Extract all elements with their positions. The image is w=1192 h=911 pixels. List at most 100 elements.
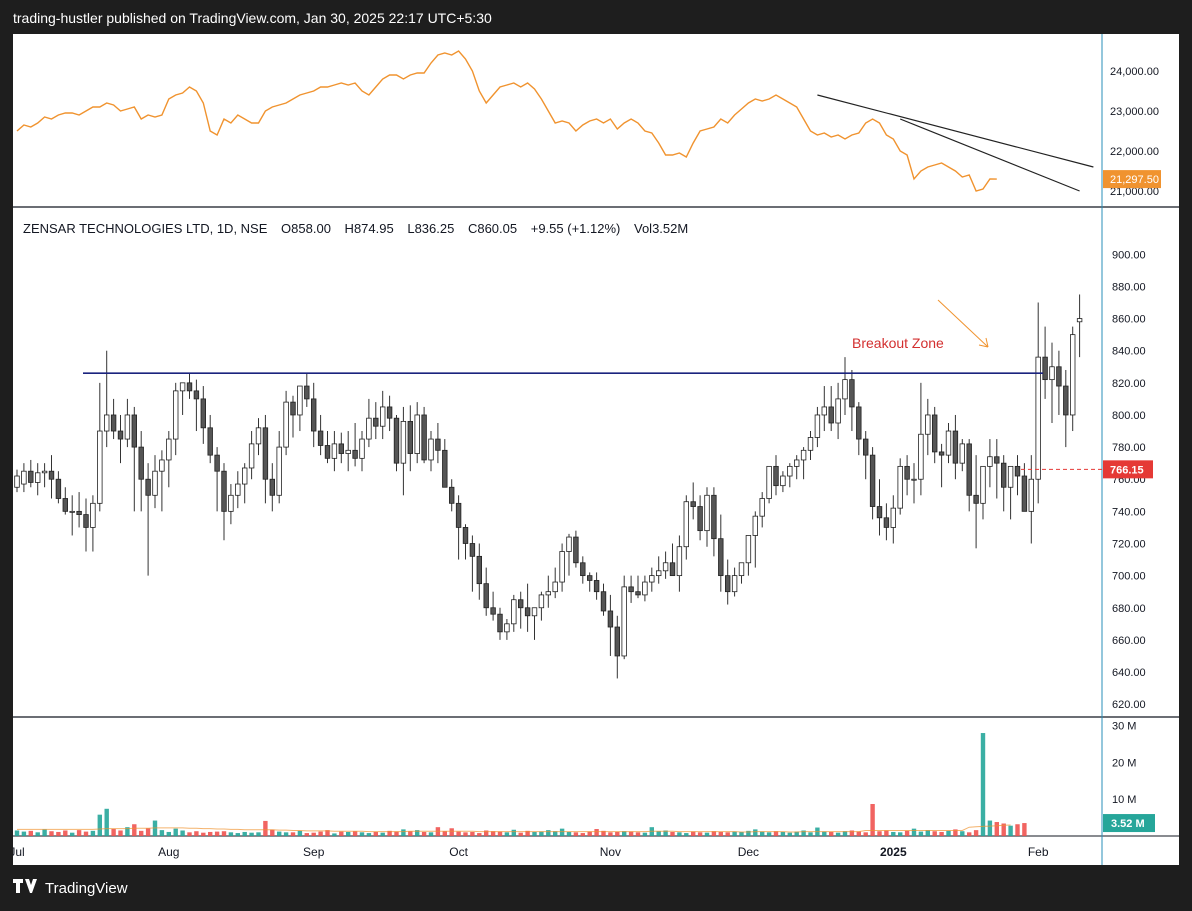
footer[interactable]: TradingView: [13, 879, 128, 898]
volume-bar: [166, 831, 171, 836]
candle-up: [545, 591, 551, 596]
volume-bar: [104, 808, 109, 836]
volume-bar: [1008, 825, 1013, 836]
time-axis[interactable]: Jul Aug Sep Oct Nov Dec 2025 Feb: [13, 845, 1049, 859]
candle-up: [842, 379, 848, 400]
volume-bar: [877, 831, 882, 836]
candle-down: [863, 438, 869, 456]
candle-down: [517, 599, 524, 609]
volume-bar: [870, 804, 875, 836]
candle-up: [759, 498, 765, 517]
volume-bar: [359, 832, 365, 836]
volume-ma-line: [17, 824, 1011, 833]
volume-bar: [801, 830, 806, 836]
volume-bar: [159, 830, 165, 836]
change-value: +9.55 (+1.12%): [531, 221, 621, 236]
candle-down: [828, 406, 834, 424]
candle-down: [386, 406, 393, 419]
candle-down: [83, 514, 89, 528]
volume-bar: [35, 832, 40, 836]
volume-bar: [677, 832, 682, 836]
support-price-badge: [1103, 460, 1153, 479]
index-trendline: [899, 118, 1080, 192]
volume-bar: [180, 830, 185, 836]
candle-down: [1001, 462, 1007, 488]
volume-bar: [415, 830, 420, 836]
volume-bar: [132, 824, 137, 836]
price-axis[interactable]: 24,000.00 23,000.00 22,000.00 21,000.0021,2…: [1103, 66, 1161, 833]
volume-bar: [697, 832, 703, 836]
candle-down: [462, 527, 469, 544]
candle-down: [421, 414, 427, 461]
index-trendline: [817, 94, 1094, 168]
volume-bar: [822, 831, 827, 836]
candle-up: [656, 570, 662, 577]
candle-up: [766, 465, 772, 499]
volume-bar: [904, 830, 910, 836]
time-axis-tick: Oct: [449, 845, 468, 859]
arrow-down-right-icon: [937, 299, 989, 348]
close-value: 860.05: [477, 221, 517, 236]
candle-up: [780, 475, 786, 487]
volume-bar: [470, 831, 475, 836]
candle-down: [904, 465, 910, 480]
chart-svg[interactable]: 24,000.00 23,000.00 22,000.00 21,000.0021,2…: [13, 34, 1179, 865]
volume-bar: [387, 830, 392, 836]
candle-up: [959, 443, 965, 464]
candle-down: [435, 438, 441, 451]
candle-down: [524, 607, 531, 617]
candle-up: [911, 478, 917, 481]
volume-bar: [628, 831, 634, 836]
arrow-head-icon: [978, 337, 989, 348]
price-axis-tick: 780.00: [1112, 442, 1146, 454]
candle-up: [731, 575, 738, 593]
volume-bar: [525, 830, 530, 836]
volume-bar: [739, 831, 744, 836]
volume-bar: [518, 832, 523, 836]
volume-bar: [573, 832, 579, 836]
volume-bar: [1022, 823, 1027, 836]
volume-bar: [56, 831, 61, 836]
index-axis-tick: 21,000.00: [1110, 186, 1159, 198]
volume-bar: [449, 828, 454, 836]
volume-bar: [704, 832, 710, 836]
panel-separators: [13, 34, 1179, 865]
breakout-zone-label: Breakout Zone: [852, 335, 944, 351]
volume-bar: [891, 831, 896, 836]
volume-bar: [214, 831, 220, 836]
support-price-value: 766.15: [1110, 464, 1144, 476]
candle-down: [883, 517, 890, 528]
volume-bar: [718, 831, 723, 836]
candle-up: [835, 398, 841, 424]
candle-up: [807, 437, 814, 451]
volume-bar: [656, 831, 661, 836]
volume-bar: [553, 831, 558, 836]
candle-up: [538, 594, 545, 609]
candle-down: [580, 562, 586, 577]
volume-bar: [973, 830, 979, 836]
candle-down: [476, 555, 482, 585]
candle-up: [945, 430, 952, 456]
price-panel: [14, 294, 1102, 679]
volume-bar: [766, 832, 772, 836]
price-axis-tick: 820.00: [1112, 378, 1146, 390]
candle-down: [1056, 366, 1062, 387]
price-axis-tick: 700.00: [1112, 571, 1146, 583]
volume-bar: [939, 831, 944, 836]
candle-down: [448, 486, 455, 504]
volume-bar: [270, 829, 275, 836]
volume-bar: [504, 832, 510, 836]
candle-up: [821, 406, 827, 416]
candle-up: [69, 510, 75, 513]
candle-down: [614, 626, 620, 657]
candle-up: [283, 401, 289, 448]
volume-bar: [277, 831, 282, 836]
candle-up: [359, 438, 365, 459]
candle-down: [117, 430, 124, 440]
index-axis-tick: 23,000.00: [1110, 106, 1159, 118]
price-axis-tick: 640.00: [1112, 667, 1146, 679]
time-axis-tick: Dec: [738, 845, 759, 859]
candle-down: [62, 498, 68, 512]
candle-up: [752, 515, 758, 536]
publisher-line: trading-hustler published on TradingView…: [13, 10, 492, 26]
